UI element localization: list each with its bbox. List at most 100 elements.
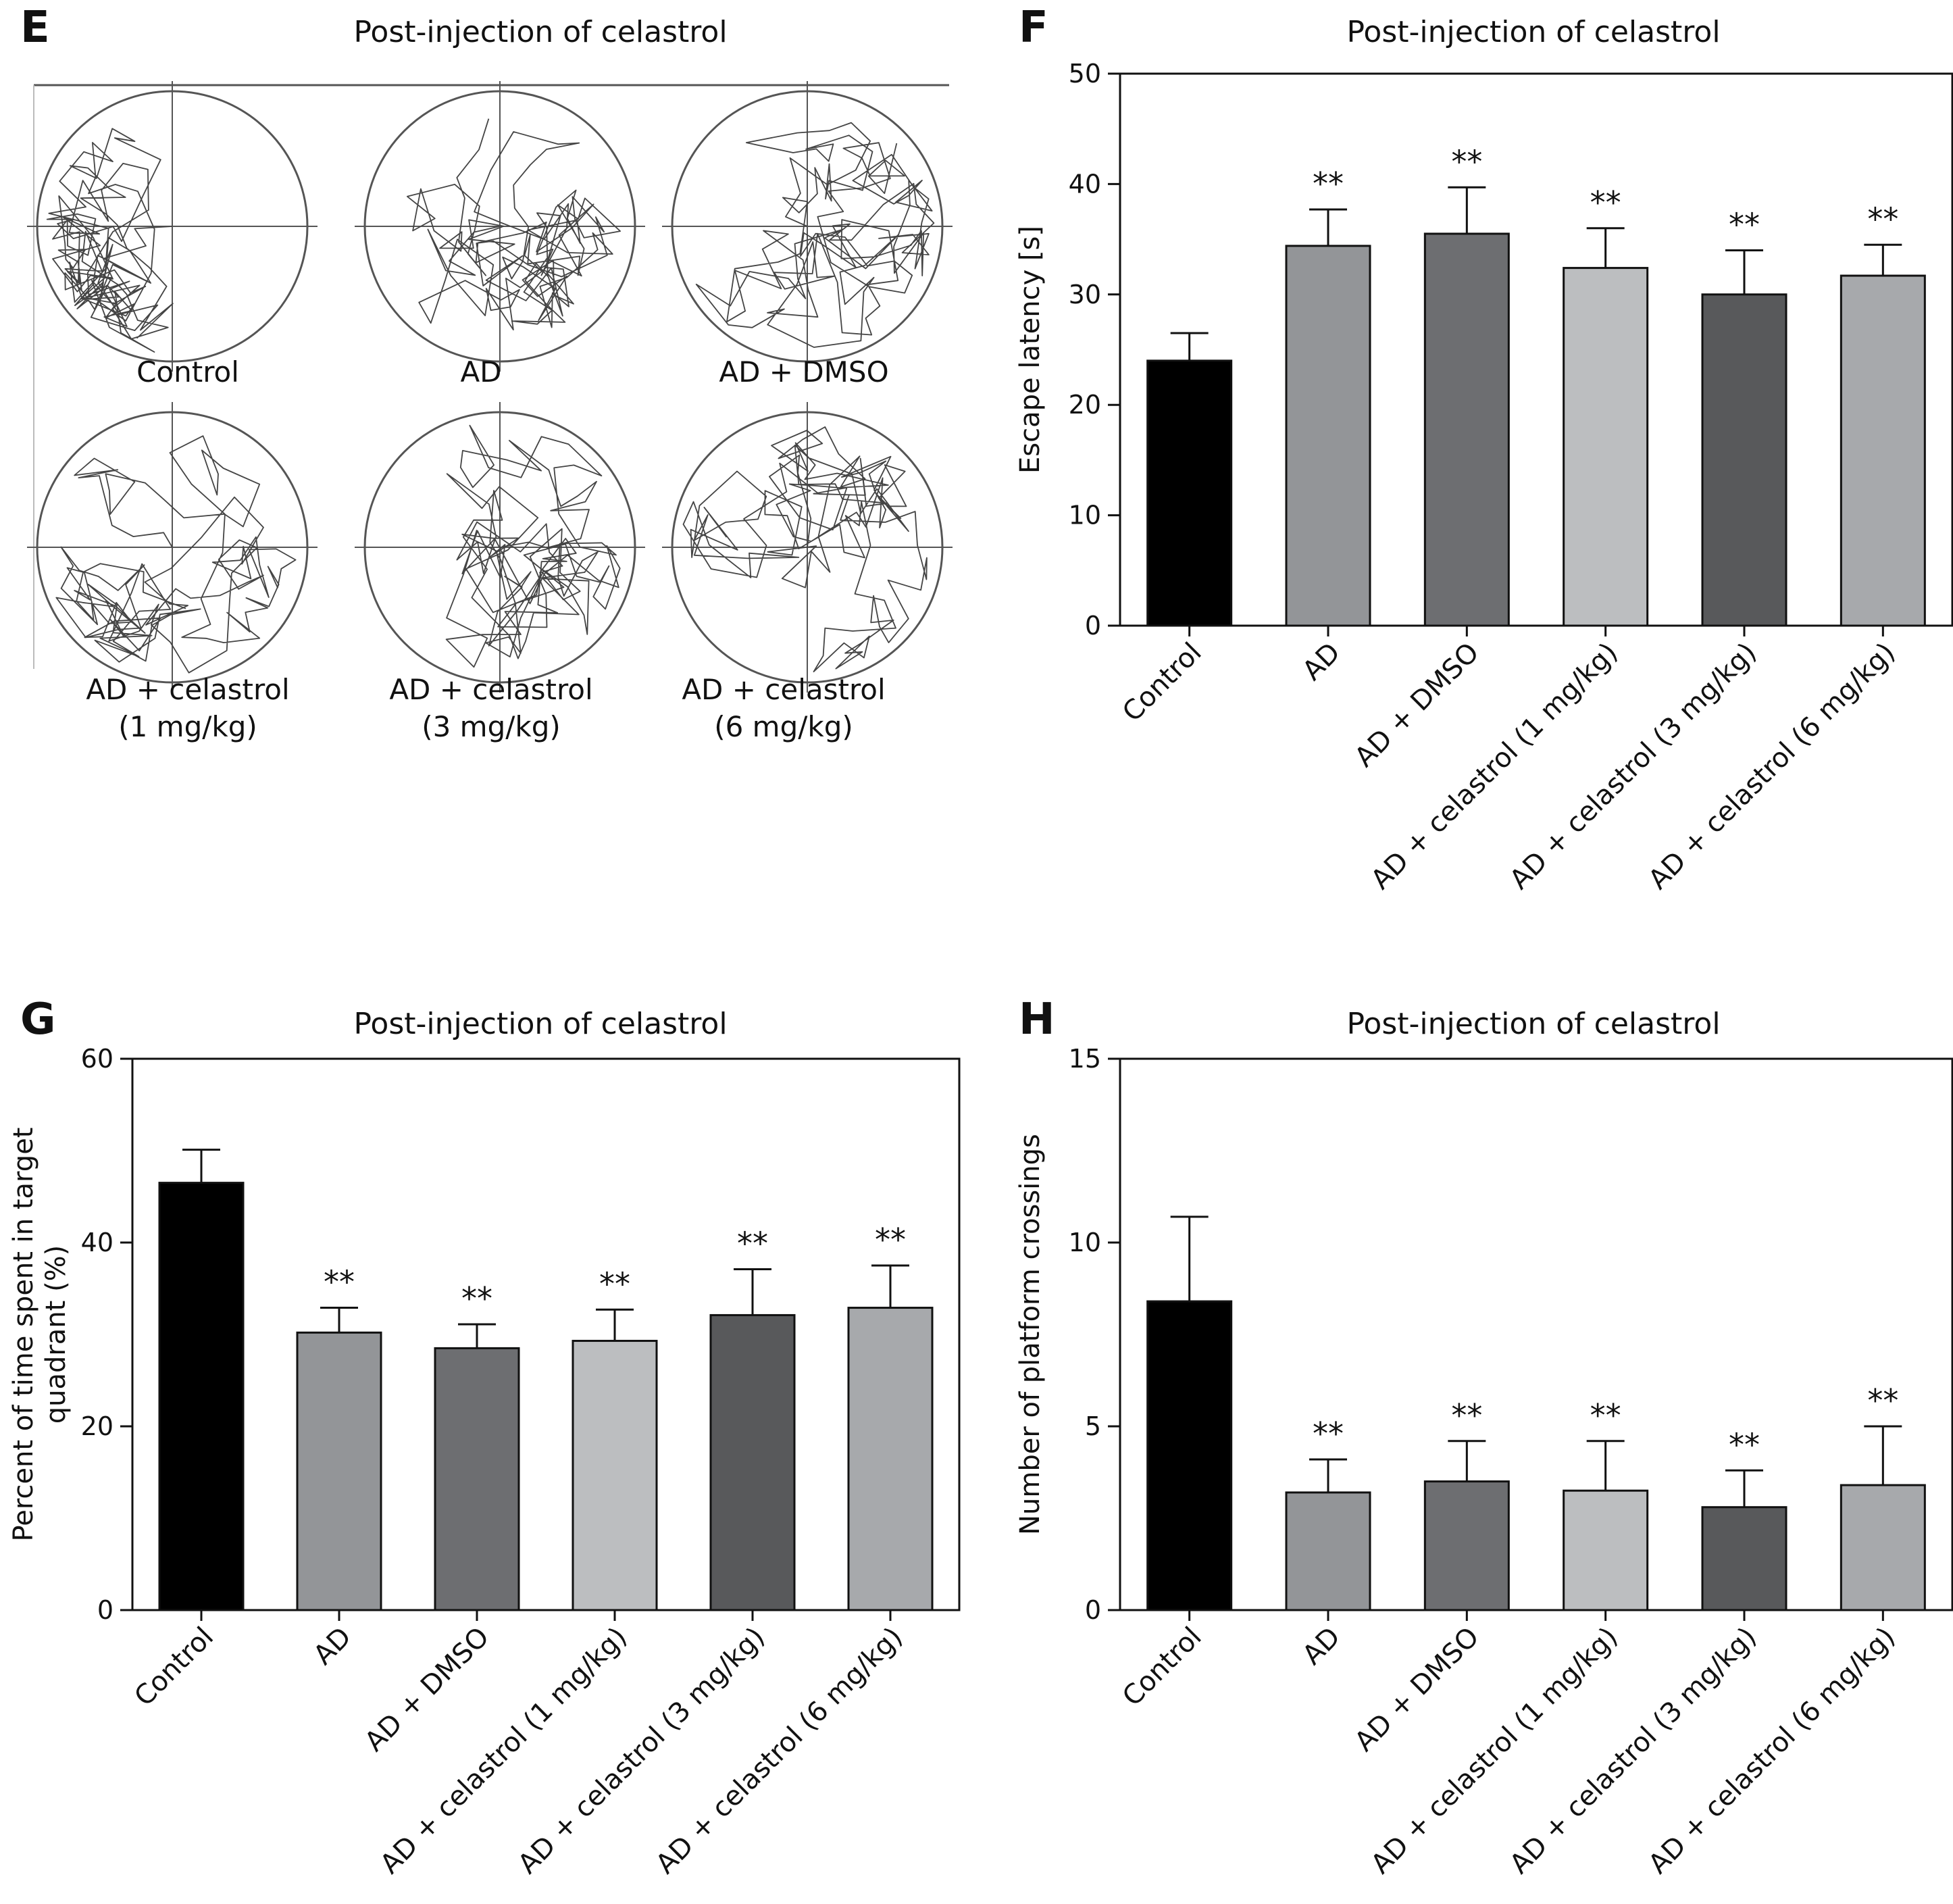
y-tick-label: 20 — [1069, 390, 1101, 420]
maze-group-label: (3 mg/kg) — [422, 710, 561, 743]
maze-group-label: AD + celastrol — [389, 673, 592, 706]
category-label: AD — [1296, 637, 1346, 687]
swim-track-path — [445, 424, 621, 668]
bar-ad-celastrol-6-mg-kg — [847, 1307, 934, 1611]
y-tick-label: 15 — [1069, 1044, 1101, 1074]
category-label: Control — [128, 1622, 220, 1713]
y-axis-label: Percent of time spent in target — [8, 1128, 39, 1542]
maze-group-label: Control — [136, 355, 239, 389]
plot-frame — [1119, 1057, 1953, 1611]
category-label: AD + celastrol (3 mg/kg) — [1504, 1622, 1762, 1880]
maze-group-label: (6 mg/kg) — [714, 710, 853, 743]
category-label: AD — [307, 1622, 357, 1672]
panel-f-title: Post-injection of celastrol — [1346, 15, 1720, 49]
y-tick-label: 40 — [81, 1228, 113, 1257]
swim-track-path — [682, 426, 928, 672]
significance-marker: ** — [1867, 1382, 1898, 1419]
significance-marker: ** — [1590, 1397, 1621, 1434]
y-tick-label: 40 — [1069, 169, 1101, 199]
significance-marker: ** — [461, 1280, 492, 1317]
bar-ad-celastrol-3-mg-kg — [1701, 293, 1787, 627]
y-tick-label: 20 — [81, 1411, 113, 1441]
category-label: AD + celastrol (6 mg/kg) — [1643, 637, 1902, 896]
y-tick-label: 60 — [81, 1044, 113, 1074]
bar-ad-dmso — [434, 1347, 520, 1611]
category-label: AD + DMSO — [1349, 637, 1486, 774]
panel-letter-g: G — [20, 995, 56, 1045]
category-label: AD + celastrol (6 mg/kg) — [650, 1622, 909, 1880]
bar-ad-celastrol-1-mg-kg — [572, 1340, 658, 1611]
panel-letter-h: H — [1019, 995, 1055, 1045]
panel-e-tracks: Control AD AD + DMSO AD + celastrol (1 mg/kg… — [27, 81, 953, 743]
significance-marker: ** — [737, 1225, 768, 1261]
y-tick-label: 10 — [1069, 501, 1101, 530]
bar-ad — [1285, 1491, 1371, 1611]
y-tick-label: 5 — [1085, 1411, 1101, 1441]
maze-group-label: AD + celastrol — [682, 673, 885, 706]
category-label: AD + celastrol (6 mg/kg) — [1643, 1622, 1902, 1880]
y-tick-label: 10 — [1069, 1228, 1101, 1257]
maze-ad-dmso: AD + DMSO — [662, 81, 953, 389]
significance-marker: ** — [1451, 1397, 1482, 1434]
bar-ad — [1285, 245, 1371, 627]
bar-ad-dmso — [1423, 232, 1510, 627]
category-label: AD + celastrol (1 mg/kg) — [374, 1622, 633, 1880]
y-axis-label: Number of platform crossings — [1015, 1134, 1046, 1535]
maze-group-label: (1 mg/kg) — [118, 710, 257, 743]
y-tick-label: 50 — [1069, 59, 1101, 89]
maze-ad-celastrol-6-mg-kg: AD + celastrol (6 mg/kg) — [662, 402, 953, 743]
swim-track-path — [695, 122, 935, 348]
significance-marker: ** — [1867, 201, 1898, 237]
panel-letter-e: E — [20, 3, 50, 53]
y-tick-label: 0 — [1085, 1595, 1101, 1625]
category-label: AD + celastrol (1 mg/kg) — [1365, 1622, 1624, 1880]
significance-marker: ** — [1451, 143, 1482, 180]
chart-escape-latency: 0 10 20 30 40 50 Escape latency [s] Control ** AD… — [1015, 59, 1953, 896]
significance-marker: ** — [1313, 166, 1344, 202]
category-label: AD + celastrol (3 mg/kg) — [512, 1622, 771, 1880]
plot-frame — [1119, 72, 1953, 627]
swim-track-path — [55, 435, 297, 674]
y-tick-label: 0 — [1085, 611, 1101, 641]
y-tick-label: 0 — [97, 1595, 113, 1625]
significance-marker: ** — [599, 1266, 630, 1302]
bar-ad-celastrol-1-mg-kg — [1563, 1489, 1649, 1611]
bar-ad-celastrol-3-mg-kg — [709, 1313, 796, 1611]
maze-ad: AD — [355, 81, 645, 389]
panel-g-title: Post-injection of celastrol — [353, 1007, 727, 1041]
bar-control — [158, 1182, 245, 1611]
y-tick-label: 30 — [1069, 280, 1101, 309]
bar-ad-celastrol-1-mg-kg — [1563, 267, 1649, 627]
swim-track-path — [407, 118, 621, 330]
chart-time-in-quadrant: 0 20 40 60 Percent of time spent in target qu… — [8, 1044, 961, 1880]
bar-ad-dmso — [1423, 1480, 1510, 1611]
category-label: Control — [1117, 637, 1208, 728]
maze-group-label: AD + DMSO — [719, 355, 888, 389]
significance-marker: ** — [1729, 1426, 1760, 1463]
chart-platform-crossings: 0 5 10 15 Number of platform crossings Contro… — [1015, 1044, 1953, 1880]
bar-control — [1146, 359, 1233, 627]
category-label: AD + DMSO — [359, 1622, 495, 1758]
maze-control: Control — [27, 81, 318, 389]
maze-group-label: AD — [460, 355, 501, 389]
panel-e-title: Post-injection of celastrol — [353, 15, 727, 49]
category-label: AD + celastrol (3 mg/kg) — [1504, 637, 1762, 896]
bar-ad — [296, 1331, 382, 1611]
y-axis-label: quadrant (%) — [41, 1245, 72, 1424]
swim-track-path — [46, 128, 174, 353]
category-label: Control — [1117, 1622, 1208, 1713]
significance-marker: ** — [1729, 206, 1760, 243]
category-label: AD — [1296, 1622, 1346, 1672]
bar-ad-celastrol-6-mg-kg — [1840, 1484, 1926, 1611]
panel-h-title: Post-injection of celastrol — [1346, 1007, 1720, 1041]
significance-marker: ** — [1590, 184, 1621, 221]
maze-ad-celastrol-3-mg-kg: AD + celastrol (3 mg/kg) — [355, 402, 645, 743]
plot-frame — [131, 1057, 961, 1611]
significance-marker: ** — [324, 1264, 355, 1301]
bar-ad-celastrol-6-mg-kg — [1840, 274, 1926, 627]
category-label: AD + celastrol (1 mg/kg) — [1365, 637, 1624, 896]
maze-ad-celastrol-1-mg-kg: AD + celastrol (1 mg/kg) — [27, 402, 318, 743]
category-label: AD + DMSO — [1349, 1622, 1486, 1758]
